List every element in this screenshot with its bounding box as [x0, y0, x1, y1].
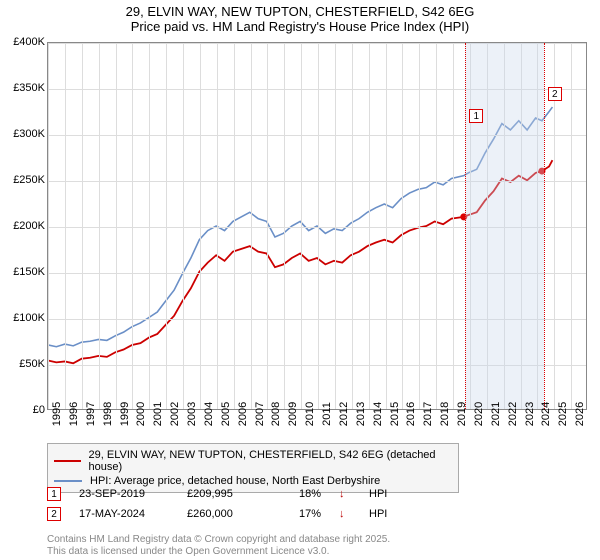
footnote-line1: Contains HM Land Registry data © Crown c…: [47, 534, 390, 546]
transaction-suffix: HPI: [369, 488, 387, 500]
xtick-label: 2014: [372, 402, 384, 426]
xtick-label: 2010: [304, 402, 316, 426]
ytick-label: £0: [0, 404, 45, 416]
xtick-label: 2021: [490, 402, 502, 426]
xtick-label: 1995: [51, 402, 63, 426]
xtick-label: 2025: [557, 402, 569, 426]
ytick-label: £100K: [0, 312, 45, 324]
xtick-label: 1997: [85, 402, 97, 426]
xtick-label: 2017: [422, 402, 434, 426]
legend-item: 29, ELVIN WAY, NEW TUPTON, CHESTERFIELD,…: [54, 448, 452, 474]
title-address: 29, ELVIN WAY, NEW TUPTON, CHESTERFIELD,…: [0, 4, 600, 19]
footnote-line2: This data is licensed under the Open Gov…: [47, 546, 390, 558]
xtick-label: 2001: [152, 402, 164, 426]
marker-vline: [465, 43, 466, 409]
title-subtitle: Price paid vs. HM Land Registry's House …: [0, 19, 600, 34]
ytick-label: £300K: [0, 128, 45, 140]
down-arrow-icon: ↓: [339, 508, 351, 520]
chart-plot-area: 12: [47, 42, 587, 410]
transaction-price: £209,995: [187, 488, 267, 500]
xtick-label: 2015: [389, 402, 401, 426]
xtick-label: 2020: [473, 402, 485, 426]
transaction-marker: 1: [47, 487, 61, 501]
xtick-label: 2024: [540, 402, 552, 426]
xtick-label: 1998: [102, 402, 114, 426]
ytick-label: £150K: [0, 266, 45, 278]
transaction-row: 2 17-MAY-2024 £260,000 17% ↓ HPI: [47, 504, 387, 524]
marker-vline: [544, 43, 545, 409]
xtick-label: 2007: [254, 402, 266, 426]
ytick-label: £200K: [0, 220, 45, 232]
ytick-label: £50K: [0, 358, 45, 370]
xtick-label: 2005: [220, 402, 232, 426]
xtick-label: 2022: [507, 402, 519, 426]
marker-label: 1: [469, 109, 483, 123]
xtick-label: 2016: [405, 402, 417, 426]
xtick-label: 2002: [169, 402, 181, 426]
xtick-label: 2000: [135, 402, 147, 426]
transaction-pct: 18%: [285, 488, 321, 500]
xtick-label: 2009: [287, 402, 299, 426]
transaction-suffix: HPI: [369, 508, 387, 520]
xtick-label: 2006: [237, 402, 249, 426]
xtick-label: 2004: [203, 402, 215, 426]
xtick-label: 2019: [456, 402, 468, 426]
ytick-label: £350K: [0, 82, 45, 94]
xtick-label: 2026: [574, 402, 586, 426]
xtick-label: 1999: [119, 402, 131, 426]
highlight-band: [465, 43, 543, 409]
legend-label: 29, ELVIN WAY, NEW TUPTON, CHESTERFIELD,…: [89, 449, 452, 473]
xtick-label: 2011: [321, 402, 333, 426]
marker-label: 2: [548, 87, 562, 101]
footnote: Contains HM Land Registry data © Crown c…: [47, 534, 390, 558]
transaction-price: £260,000: [187, 508, 267, 520]
xtick-label: 2008: [270, 402, 282, 426]
xtick-label: 2013: [355, 402, 367, 426]
xtick-label: 2003: [186, 402, 198, 426]
ytick-label: £250K: [0, 174, 45, 186]
legend-swatch: [54, 480, 82, 482]
ytick-label: £400K: [0, 36, 45, 48]
xtick-label: 2018: [439, 402, 451, 426]
transaction-pct: 17%: [285, 508, 321, 520]
transactions-table: 1 23-SEP-2019 £209,995 18% ↓ HPI 2 17-MAY-2024 £…: [47, 484, 387, 524]
transaction-date: 17-MAY-2024: [79, 508, 169, 520]
transaction-date: 23-SEP-2019: [79, 488, 169, 500]
legend-swatch: [54, 460, 81, 462]
xtick-label: 2012: [338, 402, 350, 426]
xtick-label: 2023: [524, 402, 536, 426]
xtick-label: 1996: [68, 402, 80, 426]
transaction-row: 1 23-SEP-2019 £209,995 18% ↓ HPI: [47, 484, 387, 504]
chart-title: 29, ELVIN WAY, NEW TUPTON, CHESTERFIELD,…: [0, 0, 600, 36]
transaction-marker: 2: [47, 507, 61, 521]
down-arrow-icon: ↓: [339, 488, 351, 500]
